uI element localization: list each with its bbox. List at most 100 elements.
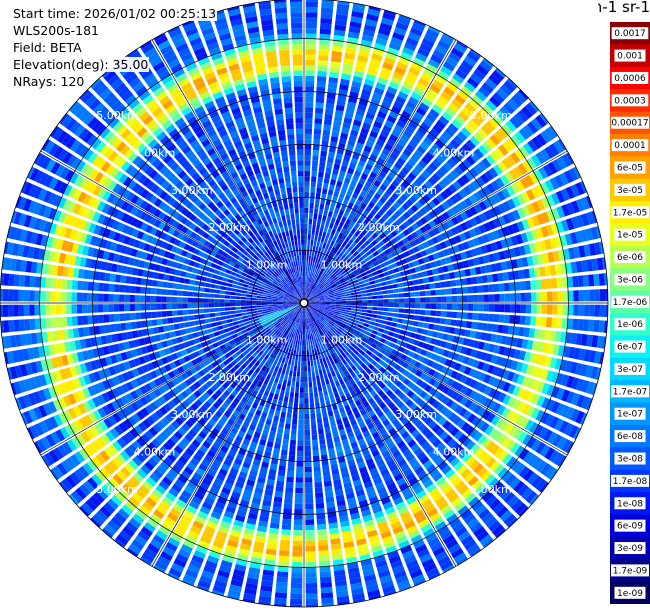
azimuth-spoke-150 xyxy=(303,302,457,567)
colorbar-tick-bg-3 xyxy=(611,94,649,107)
range-label-3km: 3.00km xyxy=(171,184,213,197)
ray-74 xyxy=(88,303,304,530)
colorbar-tick-label-4: 0.00017 xyxy=(611,119,648,129)
colorbar-tick-label-11: 3e-06 xyxy=(617,275,643,285)
colorbar-tick-bg-12 xyxy=(611,295,649,308)
colorbar-tick-label-8: 1.7e-05 xyxy=(613,208,648,218)
colorbar-tick-label-22: 6e-09 xyxy=(617,522,643,532)
ray-21 xyxy=(304,165,584,303)
ray-14 xyxy=(304,76,520,303)
colorbar: 0.0017 0.001 0.0006 0.0003 0.00017 0.0001 6e-0… xyxy=(610,22,650,604)
colorbar-tick-label-9: 1e-05 xyxy=(617,231,643,241)
colorbar-tick-bg-4 xyxy=(611,116,649,129)
colorbar-tick-label-23: 3e-09 xyxy=(617,544,643,554)
ray-54 xyxy=(304,303,397,599)
ray-112 xyxy=(180,17,304,303)
ray-111 xyxy=(166,23,304,303)
colorbar-tick-label-18: 6e-08 xyxy=(617,432,643,442)
azimuth-spoke-300 xyxy=(40,150,305,304)
colorbar-tick-bg-19 xyxy=(614,452,646,465)
range-label-2km: 2.00km xyxy=(358,371,400,384)
colorbar-tick-bg-25 xyxy=(614,586,646,599)
range-label-4km: 4.00km xyxy=(134,446,176,459)
range-label-3km: 3.00km xyxy=(171,408,213,421)
ray-80 xyxy=(31,303,304,455)
range-label-2km: 2.00km xyxy=(208,221,250,234)
ray-98 xyxy=(24,165,304,303)
ray-40 xyxy=(304,303,569,469)
ray-95 xyxy=(8,210,304,303)
ray-72 xyxy=(112,303,304,550)
colorbar-tick-bg-22 xyxy=(614,519,646,532)
ray-33 xyxy=(304,303,607,365)
range-label-2km: 2.00km xyxy=(358,221,400,234)
ray-64 xyxy=(226,303,304,603)
ray-12 xyxy=(304,56,496,303)
range-label-5km: 5.00km xyxy=(470,109,512,122)
ray-89 xyxy=(0,303,304,318)
colorbar-tick-bg-8 xyxy=(611,206,649,219)
ray-88 xyxy=(0,303,304,334)
range-label-1km: 1.00km xyxy=(246,333,288,346)
ray-26 xyxy=(304,241,607,303)
ray-79 xyxy=(39,303,304,469)
ray-55 xyxy=(304,303,382,603)
ray-25 xyxy=(304,225,604,303)
colorbar-tick-label-2: 0.0006 xyxy=(614,74,646,84)
ray-20 xyxy=(304,151,577,303)
ray-24 xyxy=(304,210,600,303)
ray-85 xyxy=(4,303,304,381)
colorbar-tick-label-15: 3e-07 xyxy=(617,365,643,375)
colorbar-tick-bg-2 xyxy=(611,71,649,84)
ray-60 xyxy=(289,303,304,607)
colorbar-title: m-1 sr-1 xyxy=(598,0,650,16)
range-ring-labels: 1.00km 1.00km 1.00km 1.00km 2.00km 2.00km 2.00… xyxy=(96,109,511,496)
colorbar-tick-label-13: 1e-06 xyxy=(617,320,643,330)
range-label-5km: 5.00km xyxy=(96,109,138,122)
colorbar-tick-bg-17 xyxy=(614,407,646,420)
ray-2 xyxy=(304,0,351,303)
ray-83 xyxy=(12,303,304,412)
ray-92 xyxy=(0,256,304,303)
ray-61 xyxy=(273,303,304,607)
range-label-3km: 3.00km xyxy=(395,184,437,197)
ray-1 xyxy=(304,0,335,303)
colorbar-tick-bg-1 xyxy=(614,49,646,62)
colorbar-tick-label-10: 6e-06 xyxy=(617,253,643,263)
radar-origin xyxy=(299,298,309,308)
ray-75 xyxy=(77,303,304,519)
colorbar-tick-label-16: 1.7e-07 xyxy=(613,387,648,397)
ray-38 xyxy=(304,303,584,441)
ray-46 xyxy=(304,303,508,541)
ray-94 xyxy=(4,225,304,303)
colorbar-tick-label-20: 1.7e-08 xyxy=(613,477,648,487)
ray-106 xyxy=(100,65,304,303)
colorbar-tick-bg-11 xyxy=(614,273,646,286)
ray-0 xyxy=(304,0,319,303)
ray-116 xyxy=(242,0,304,303)
colorbar-tick-label-1: 0.001 xyxy=(617,52,643,62)
colorbar-tick-label-0: 0.0017 xyxy=(614,29,646,39)
range-label-1km: 1.00km xyxy=(321,259,363,272)
ray-90 xyxy=(0,288,304,303)
colorbar-tick-label-3: 0.0003 xyxy=(614,96,646,106)
azimuth-spoke-330 xyxy=(151,39,305,304)
ray-65 xyxy=(211,303,304,599)
ray-9 xyxy=(304,30,456,303)
range-label-5km: 5.00km xyxy=(470,483,512,496)
azimuth-spoke-210 xyxy=(151,302,305,567)
ray-119 xyxy=(289,0,304,303)
colorbar-tick-bg-23 xyxy=(614,542,646,555)
polar-ppi-plot: 1.00km 1.00km 1.00km 1.00km 2.00km 2.00km 2.00… xyxy=(0,0,609,608)
ray-97 xyxy=(18,179,304,303)
ray-51 xyxy=(304,303,442,583)
ray-66 xyxy=(195,303,304,595)
ray-84 xyxy=(8,303,304,396)
azimuth-spoke-60 xyxy=(303,150,568,304)
ray-86 xyxy=(1,303,304,365)
ray-77 xyxy=(57,303,304,495)
range-label-2km: 2.00km xyxy=(208,371,250,384)
ray-17 xyxy=(304,111,551,303)
colorbar-tick-bg-20 xyxy=(611,474,649,487)
colorbar-tick-bg-16 xyxy=(611,385,649,398)
